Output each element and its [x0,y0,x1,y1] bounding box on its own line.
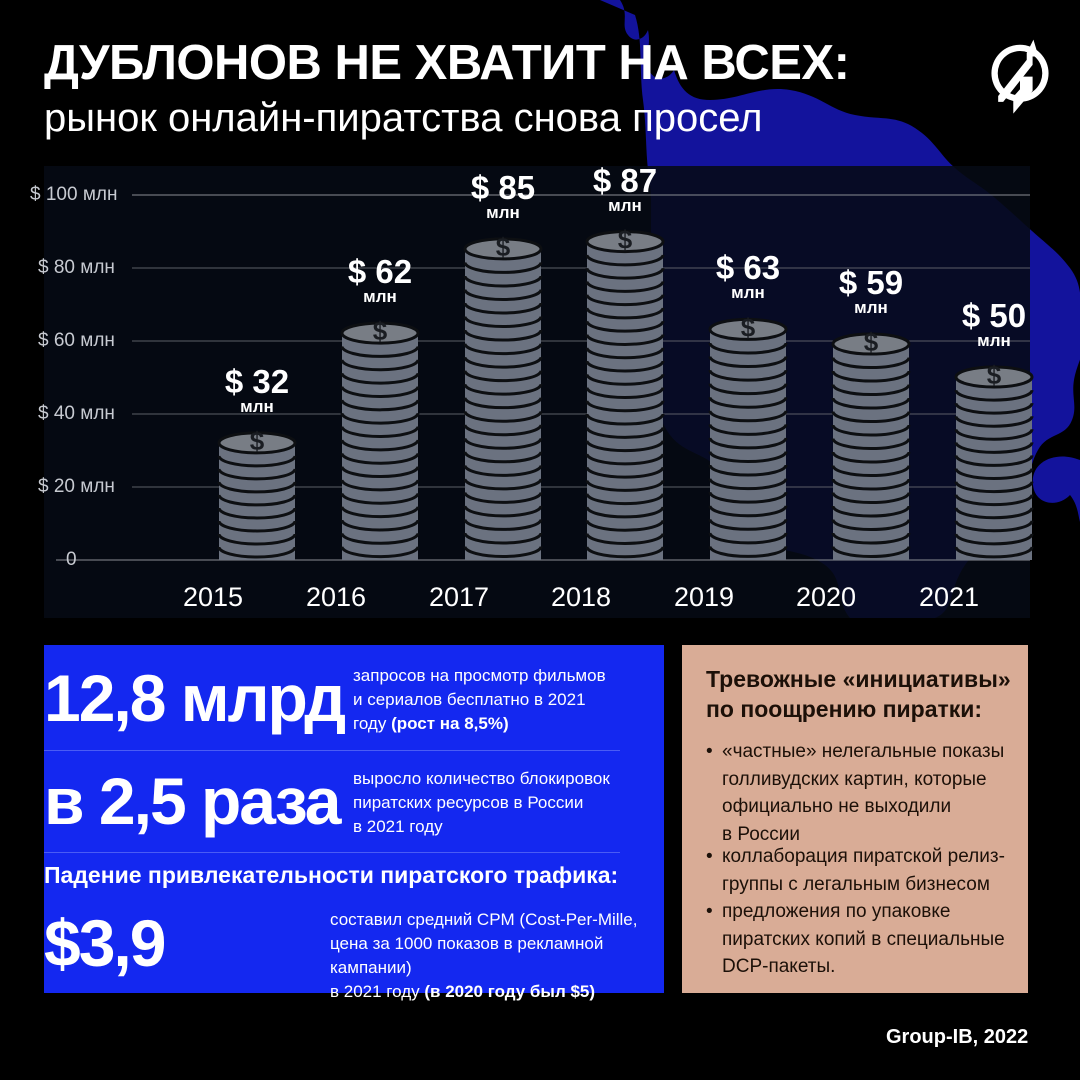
svg-text:$: $ [741,312,756,342]
svg-text:$: $ [250,426,265,456]
svg-text:$: $ [496,232,511,262]
svg-text:$: $ [987,360,1002,390]
svg-text:$: $ [864,327,879,357]
svg-text:$: $ [618,225,633,255]
svg-text:$: $ [373,316,388,346]
